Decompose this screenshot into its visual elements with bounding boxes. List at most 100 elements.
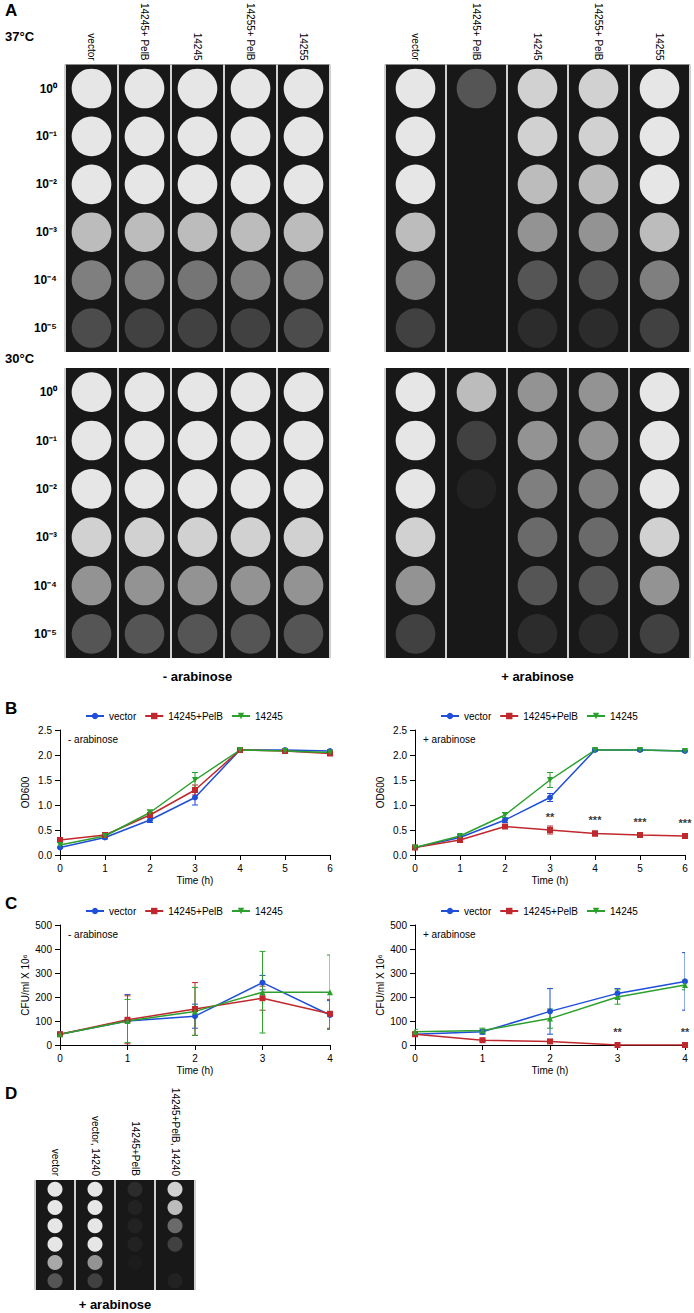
svg-text:400: 400 (35, 944, 52, 955)
svg-text:14245+PelB: 14245+PelB (130, 1121, 141, 1176)
svg-text:10⁻⁵: 10⁻⁵ (34, 627, 57, 641)
svg-text:0: 0 (57, 1053, 63, 1064)
svg-text:3: 3 (260, 1053, 266, 1064)
svg-text:14255+ PelB: 14255+ PelB (593, 3, 604, 61)
svg-text:14245+PelB: 14245+PelB (523, 711, 578, 722)
svg-text:14245: 14245 (532, 33, 543, 61)
svg-text:***: *** (589, 814, 603, 826)
svg-text:**: ** (681, 1026, 690, 1038)
svg-text:**: ** (546, 811, 555, 823)
svg-text:4: 4 (592, 863, 598, 874)
svg-text:10⁻³: 10⁻³ (36, 225, 57, 239)
svg-text:14245+PelB: 14245+PelB (523, 906, 578, 917)
svg-text:14245: 14245 (192, 33, 203, 61)
svg-text:2.0: 2.0 (38, 750, 52, 761)
svg-text:2: 2 (192, 1053, 198, 1064)
svg-text:- arabinose: - arabinose (68, 734, 118, 745)
svg-text:5: 5 (637, 863, 643, 874)
svg-text:CFU/ml X 10⁶: CFU/ml X 10⁶ (20, 954, 31, 1015)
svg-text:0: 0 (412, 863, 418, 874)
svg-text:**: ** (613, 1026, 622, 1038)
svg-text:100: 100 (35, 1016, 52, 1027)
svg-text:14255+ PelB: 14255+ PelB (245, 3, 256, 61)
svg-text:10⁻⁴: 10⁻⁴ (34, 273, 57, 287)
svg-text:14245: 14245 (255, 906, 283, 917)
svg-text:10⁻⁴: 10⁻⁴ (34, 579, 57, 593)
svg-text:2.0: 2.0 (393, 750, 407, 761)
svg-text:0.0: 0.0 (393, 850, 407, 861)
svg-text:+ arabinose: + arabinose (501, 669, 574, 684)
svg-text:1: 1 (457, 863, 463, 874)
svg-text:vector: vector (464, 711, 492, 722)
svg-text:1: 1 (125, 1053, 131, 1064)
svg-text:5: 5 (282, 863, 288, 874)
svg-text:4: 4 (682, 1053, 688, 1064)
svg-text:1: 1 (102, 863, 108, 874)
svg-text:2.5: 2.5 (393, 725, 407, 736)
svg-text:0: 0 (412, 1053, 418, 1064)
svg-text:500: 500 (390, 920, 407, 931)
svg-text:0: 0 (57, 863, 63, 874)
svg-text:14245+ PelB: 14245+ PelB (139, 3, 150, 61)
svg-text:30°C: 30°C (5, 351, 35, 366)
svg-text:0.5: 0.5 (393, 825, 407, 836)
svg-text:C: C (5, 894, 17, 913)
svg-text:- arabinose: - arabinose (163, 669, 232, 684)
svg-text:3: 3 (192, 863, 198, 874)
svg-text:vector: vector (410, 33, 421, 61)
svg-text:6: 6 (682, 863, 688, 874)
svg-text:Time (h): Time (h) (177, 1065, 214, 1076)
svg-text:10⁰: 10⁰ (40, 82, 58, 96)
svg-text:200: 200 (390, 992, 407, 1003)
svg-text:vector: vector (86, 33, 97, 61)
svg-text:vector: vector (109, 906, 137, 917)
svg-text:- arabinose: - arabinose (68, 929, 118, 940)
svg-text:OD600: OD600 (375, 776, 386, 808)
svg-text:0: 0 (46, 1040, 52, 1051)
svg-text:14245: 14245 (610, 711, 638, 722)
svg-text:300: 300 (390, 968, 407, 979)
svg-text:300: 300 (35, 968, 52, 979)
svg-text:3: 3 (615, 1053, 621, 1064)
svg-text:10⁻³: 10⁻³ (36, 530, 57, 544)
svg-text:Time (h): Time (h) (532, 875, 569, 886)
svg-text:+ arabinose: + arabinose (79, 1297, 152, 1312)
svg-text:6: 6 (327, 863, 333, 874)
svg-text:+ arabinose: + arabinose (423, 929, 476, 940)
svg-text:10⁻²: 10⁻² (36, 177, 57, 191)
svg-text:OD600: OD600 (20, 776, 31, 808)
svg-text:1.0: 1.0 (38, 800, 52, 811)
svg-text:2: 2 (502, 863, 508, 874)
svg-text:D: D (5, 1084, 17, 1103)
svg-text:2: 2 (547, 1053, 553, 1064)
svg-text:10⁻⁵: 10⁻⁵ (34, 321, 57, 335)
svg-text:500: 500 (35, 920, 52, 931)
svg-text:14255: 14255 (298, 33, 309, 61)
svg-text:10⁰: 10⁰ (40, 385, 58, 399)
svg-text:***: *** (634, 816, 648, 828)
svg-text:10⁻¹: 10⁻¹ (36, 434, 57, 448)
svg-text:10⁻²: 10⁻² (36, 482, 57, 496)
svg-text:14255: 14255 (654, 33, 665, 61)
svg-text:14245: 14245 (610, 906, 638, 917)
svg-text:vector: vector (109, 711, 137, 722)
svg-text:1.0: 1.0 (393, 800, 407, 811)
svg-text:***: *** (679, 817, 693, 829)
svg-text:4: 4 (237, 863, 243, 874)
svg-text:Time (h): Time (h) (532, 1065, 569, 1076)
svg-text:A: A (5, 1, 17, 20)
svg-text:100: 100 (390, 1016, 407, 1027)
svg-text:1.5: 1.5 (38, 775, 52, 786)
svg-text:B: B (5, 699, 17, 718)
svg-text:Time (h): Time (h) (177, 875, 214, 886)
svg-text:400: 400 (390, 944, 407, 955)
svg-text:14245+PelB, 14240: 14245+PelB, 14240 (170, 1088, 181, 1177)
svg-text:+ arabinose: + arabinose (423, 734, 476, 745)
svg-text:1.5: 1.5 (393, 775, 407, 786)
svg-text:2.5: 2.5 (38, 725, 52, 736)
svg-text:14245+ PelB: 14245+ PelB (471, 3, 482, 61)
svg-text:vector: vector (50, 1149, 61, 1177)
svg-text:2: 2 (147, 863, 153, 874)
svg-text:200: 200 (35, 992, 52, 1003)
svg-text:CFU/ml X 10⁶: CFU/ml X 10⁶ (375, 954, 386, 1015)
